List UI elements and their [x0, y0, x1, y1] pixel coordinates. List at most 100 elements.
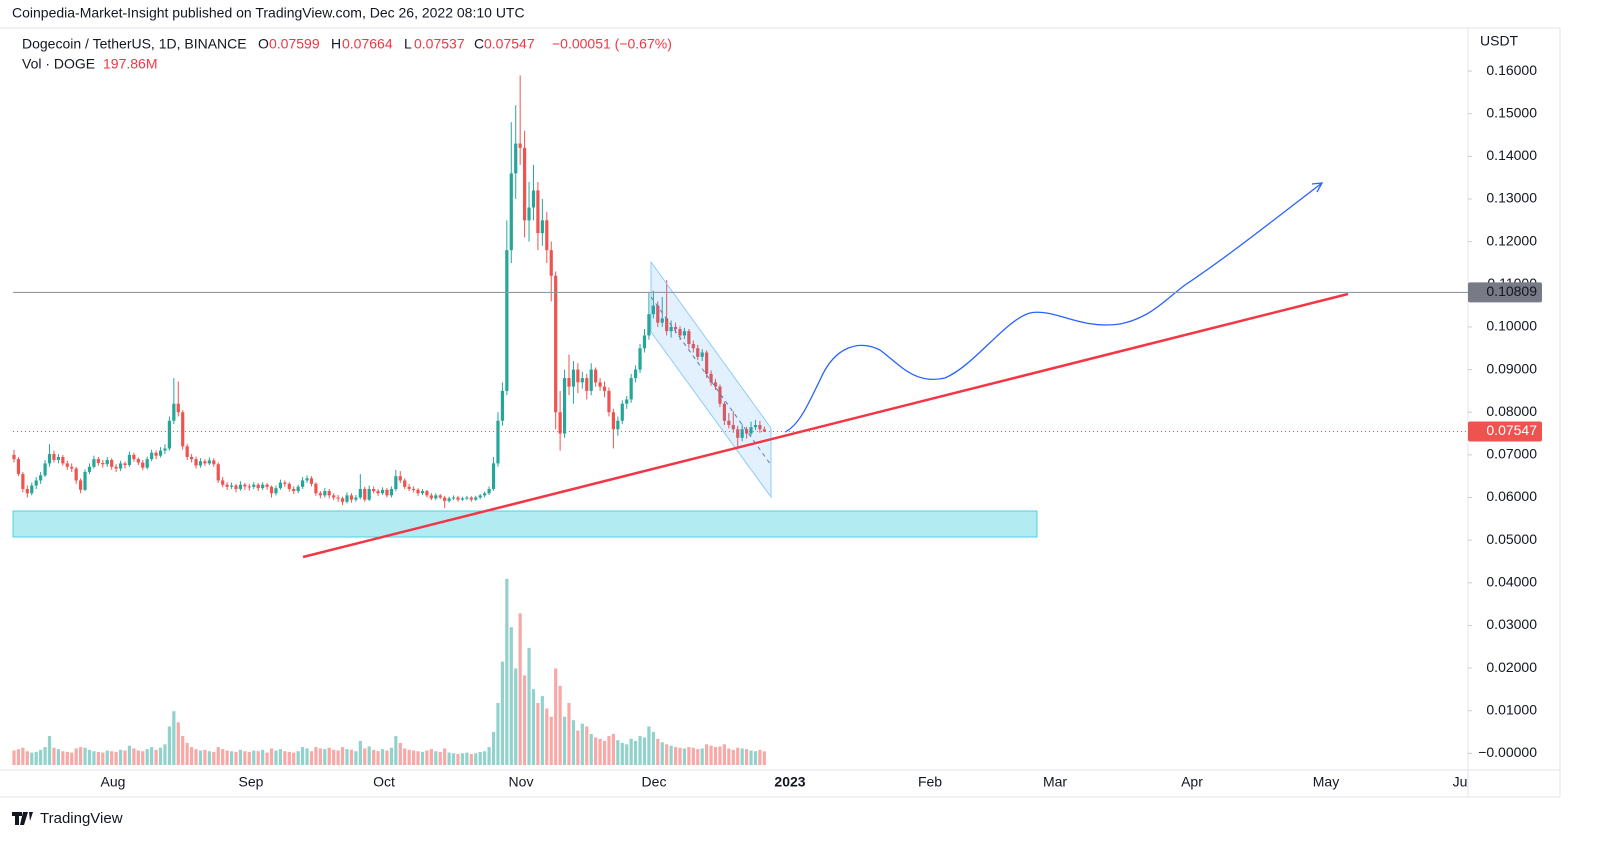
volume-bar: [136, 750, 140, 765]
candle-body: [345, 495, 349, 502]
volume-bar: [101, 752, 105, 765]
candle-body: [678, 329, 682, 336]
candle-body: [474, 497, 478, 500]
y-tick-label: 0.01000: [1486, 701, 1537, 717]
close-label: C: [474, 36, 484, 52]
volume-bar: [25, 751, 29, 765]
volume-bar: [651, 731, 655, 765]
volume-bar: [167, 726, 171, 765]
candle-body: [163, 448, 167, 451]
candle-body: [629, 378, 633, 400]
y-tick-label: 0.13000: [1486, 190, 1537, 206]
volume-bar: [549, 716, 553, 765]
volume-bar: [509, 627, 513, 765]
volume-bar: [483, 751, 487, 765]
volume-bar: [545, 708, 549, 765]
volume-bar: [296, 751, 300, 765]
candle-body: [696, 348, 700, 357]
candle-body: [558, 412, 562, 434]
candle-body: [203, 461, 207, 464]
candle-body: [545, 220, 549, 251]
candle-body: [407, 486, 411, 489]
candle-body: [363, 488, 367, 500]
volume-bar: [505, 578, 509, 765]
candle-body: [87, 466, 92, 472]
candle-body: [758, 425, 762, 430]
candle-body: [709, 373, 713, 383]
x-tick-label: Aug: [101, 774, 126, 790]
volume-value: 197.86M: [103, 56, 157, 72]
candle-body: [762, 429, 766, 432]
candle-body: [576, 369, 580, 383]
volume-bar: [345, 749, 349, 765]
candle-body: [518, 143, 522, 148]
candle-body: [123, 463, 127, 466]
candle-body: [496, 420, 500, 464]
candle-body: [469, 497, 473, 500]
candle-body: [434, 495, 438, 499]
volume-bar: [518, 613, 522, 765]
y-tick-label: 0.02000: [1486, 659, 1537, 675]
candle-body: [647, 314, 651, 336]
volume-bar: [92, 751, 96, 765]
candle-body: [269, 486, 274, 494]
candle-body: [616, 420, 620, 430]
volume-bar: [469, 753, 473, 765]
volume-bar: [389, 747, 393, 765]
candle-body: [278, 482, 282, 489]
candle-body: [256, 484, 260, 489]
last-price-tag: [1468, 421, 1542, 442]
volume-bar: [740, 748, 744, 765]
volume-bar: [713, 747, 718, 765]
volume-bar: [110, 751, 114, 765]
close-value: 0.07547: [484, 36, 535, 52]
volume-bar: [340, 747, 345, 765]
volume-bar: [234, 751, 238, 765]
candle-body: [212, 460, 216, 465]
candle-body: [101, 462, 105, 465]
candle-body: [567, 378, 571, 387]
volume-bar: [327, 747, 331, 765]
volume-bar: [425, 750, 429, 765]
volume-bar: [252, 750, 256, 765]
volume-bar: [132, 748, 136, 765]
volume-bar: [56, 749, 60, 765]
channel-midline: [650, 296, 772, 466]
candle-body: [691, 343, 695, 349]
volume-bar: [194, 749, 198, 765]
volume-bar: [74, 748, 78, 765]
candle-body: [70, 466, 74, 469]
high-label: H: [331, 36, 341, 52]
y-tick-label: 0.06000: [1486, 488, 1537, 504]
x-tick-label: Ju: [1453, 774, 1468, 790]
volume-bar: [602, 740, 607, 765]
symbol: Dogecoin / TetherUS, 1D, BINANCE: [22, 36, 247, 52]
volume-bar: [287, 751, 291, 765]
candle-body: [158, 450, 163, 456]
volume-bar: [403, 748, 407, 765]
candle-body: [598, 382, 602, 387]
volume-bar: [589, 733, 593, 765]
candle-body: [718, 386, 722, 404]
candle-body: [243, 484, 247, 487]
candle-body: [420, 491, 425, 494]
volume-bar: [283, 751, 287, 765]
volume-bar: [478, 751, 482, 765]
volume-bar: [554, 668, 558, 765]
x-tick-label: Feb: [918, 774, 942, 790]
volume-bar: [758, 749, 762, 765]
volume-bar: [451, 753, 456, 765]
y-tick-label: 0.09000: [1486, 360, 1537, 376]
candle-body: [594, 369, 598, 383]
volume-bar: [256, 751, 260, 765]
candle-body: [740, 429, 744, 438]
candle-body: [372, 488, 376, 492]
candle-body: [30, 485, 34, 494]
volume-bar: [700, 748, 704, 765]
volume-bar: [620, 742, 624, 765]
volume-bar: [443, 748, 447, 765]
volume-bar: [580, 723, 584, 765]
volume-bar: [216, 747, 220, 765]
candle-body: [34, 480, 38, 486]
